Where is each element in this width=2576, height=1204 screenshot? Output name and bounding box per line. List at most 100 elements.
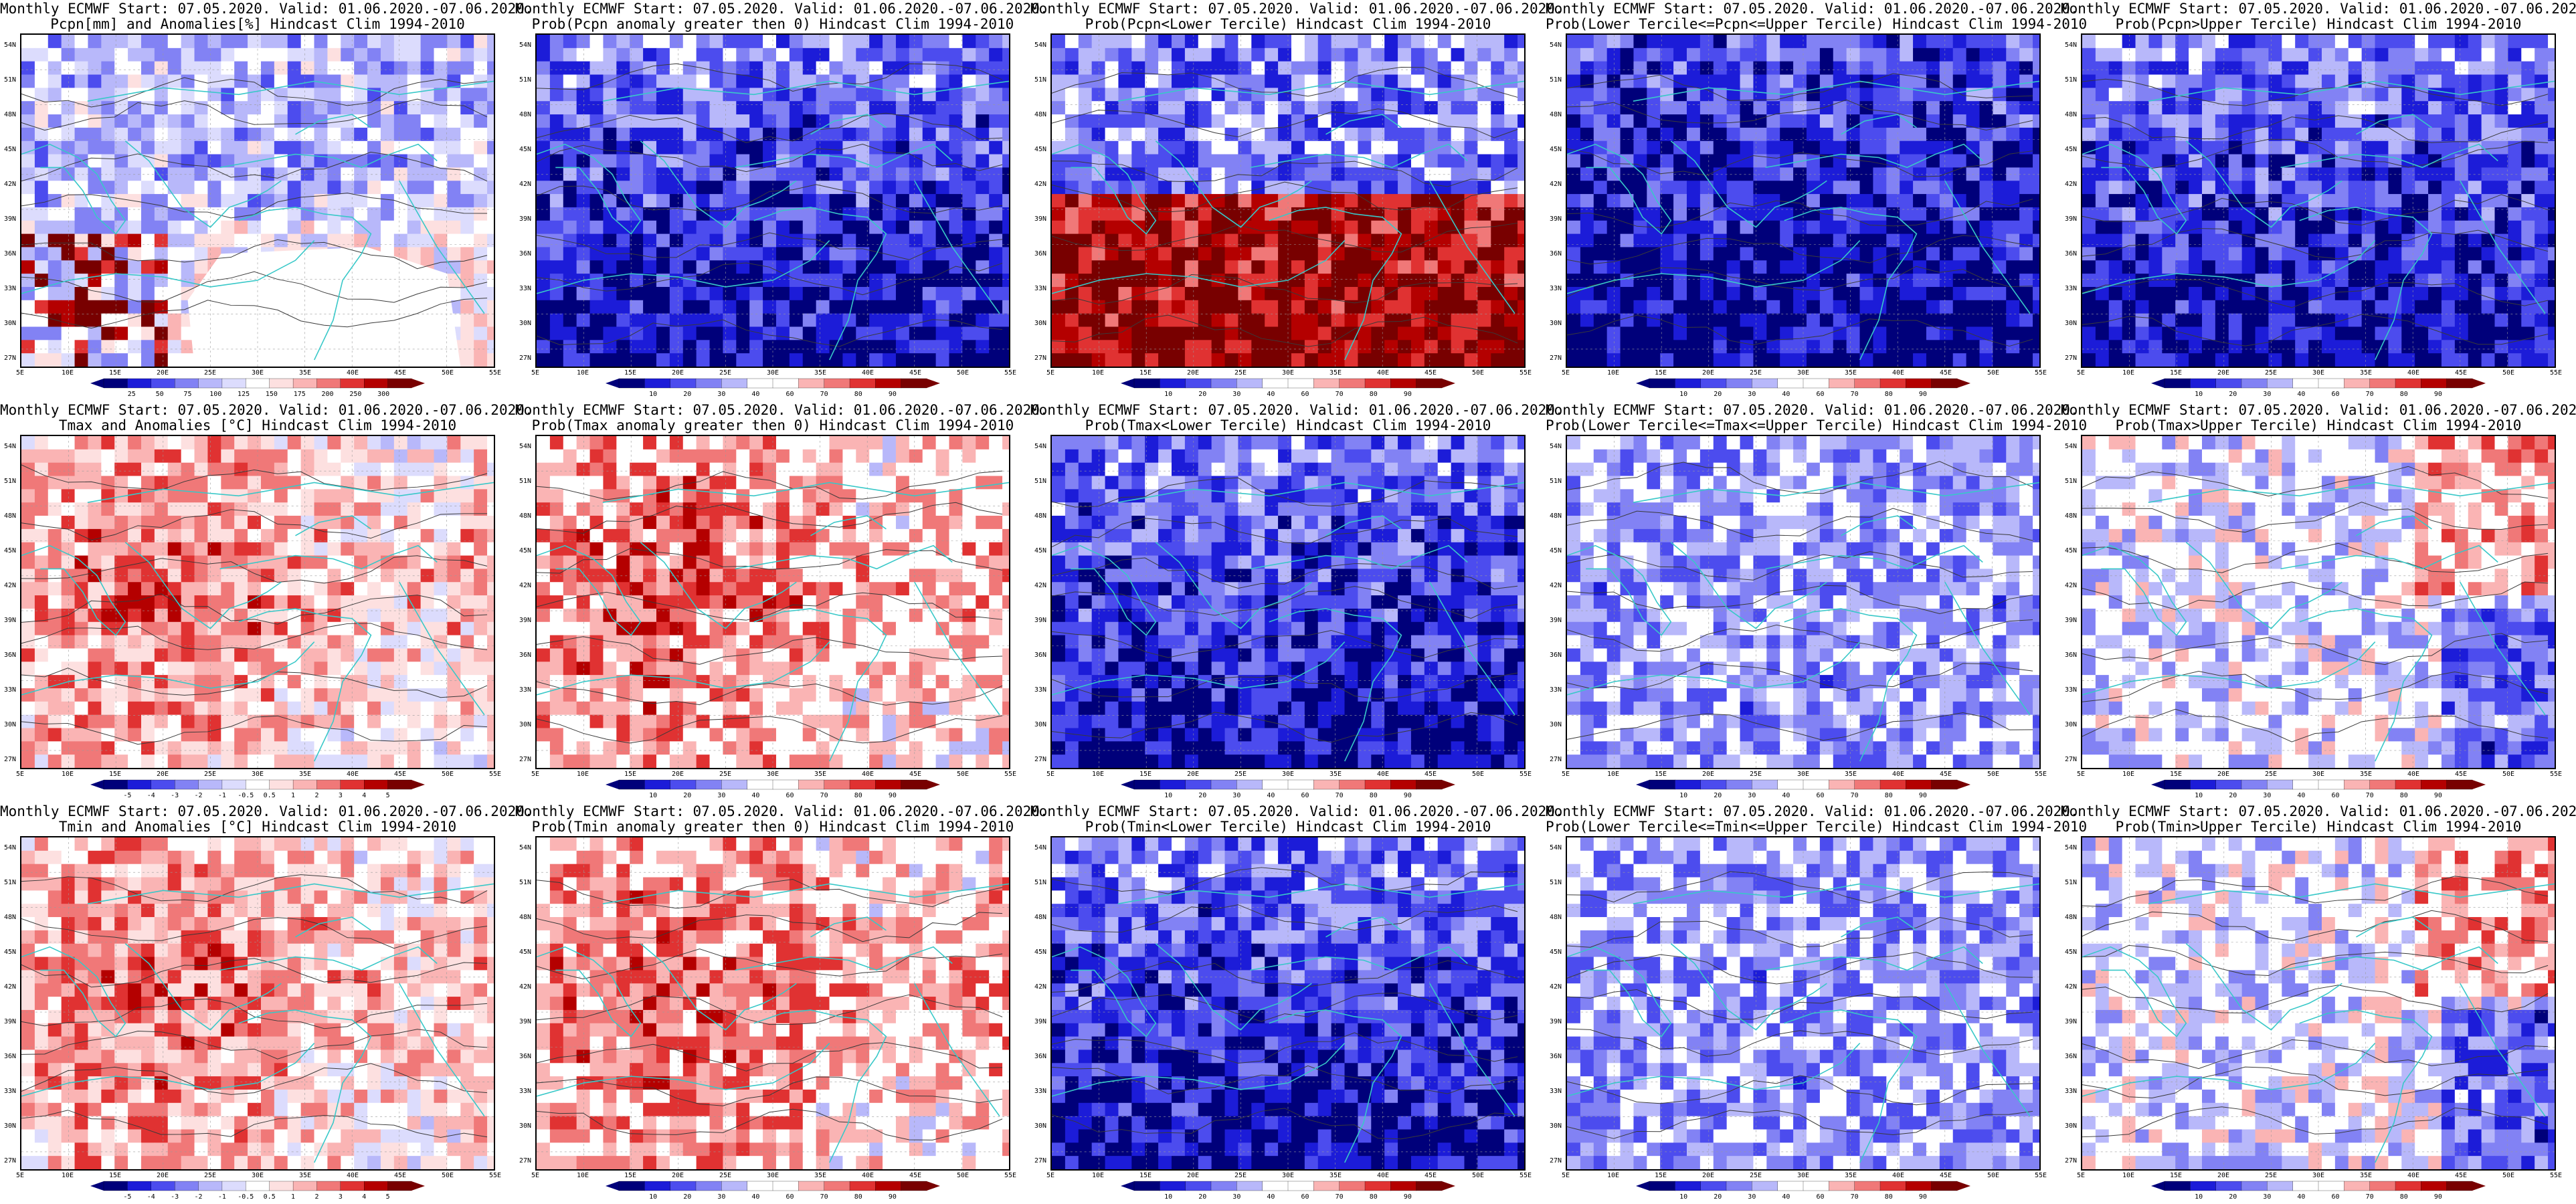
map-panel: Monthly ECMWF Start: 07.05.2020. Valid: … [1546, 401, 2087, 803]
panel-title-line-1: Monthly ECMWF Start: 07.05.2020. Valid: … [1546, 1, 2079, 17]
longitude-label: 45E [393, 369, 407, 377]
longitude-label: 30E [1797, 771, 1810, 778]
longitude-label: 55E [2034, 1172, 2047, 1179]
latitude-label: 42N [4, 582, 17, 589]
latitude-label: 54N [1034, 41, 1047, 49]
latitude-label: 36N [4, 651, 17, 659]
longitude-label: 55E [1519, 369, 1532, 377]
latitude-label: 42N [1034, 181, 1047, 188]
panel-title-line-1: Monthly ECMWF Start: 07.05.2020. Valid: … [1546, 803, 2079, 819]
colorbar-tick-label: 60 [2331, 391, 2340, 398]
latitude-label: 45N [1034, 948, 1047, 956]
map-plot [1050, 435, 1526, 769]
colorbar-tick-label: 20 [1714, 391, 1722, 398]
latitude-label: 51N [2065, 76, 2078, 84]
map-panel: Monthly ECMWF Start: 07.05.2020. Valid: … [2061, 401, 2576, 803]
longitude-label: 55E [1004, 771, 1017, 778]
longitude-label: 50E [1987, 369, 2000, 377]
longitude-label: 55E [2034, 369, 2047, 377]
latitude-label: 51N [1034, 478, 1047, 485]
longitude-label: 15E [1654, 1172, 1667, 1179]
longitude-label: 25E [1749, 1172, 1762, 1179]
latitude-label: 42N [519, 181, 532, 188]
longitude-label: 50E [1987, 771, 2000, 778]
longitude-label: 45E [1939, 771, 1952, 778]
longitude-label: 20E [1701, 369, 1715, 377]
longitude-label: 25E [719, 1172, 732, 1179]
latitude-label: 51N [1550, 76, 1562, 84]
longitude-label: 5E [531, 771, 540, 778]
panel-title-line-1: Monthly ECMWF Start: 07.05.2020. Valid: … [1030, 1, 1564, 17]
colorbar-tick-label: 70 [2365, 792, 2374, 799]
longitude-label: 5E [15, 369, 25, 377]
longitude-label: 15E [1139, 1172, 1152, 1179]
longitude-label: 5E [15, 771, 25, 778]
longitude-label: 35E [2359, 369, 2373, 377]
colorbar-tick-label: 30 [717, 792, 726, 799]
longitude-label: 25E [2264, 771, 2278, 778]
latitude-label: 27N [1550, 756, 1562, 763]
latitude-label: 54N [4, 41, 17, 49]
longitude-label: 40E [1376, 1172, 1390, 1179]
latitude-label: 33N [2065, 1088, 2078, 1095]
longitude-label: 55E [1519, 1172, 1532, 1179]
colorbar-tick-label: -3 [171, 1193, 179, 1201]
map-plot [20, 435, 495, 769]
map-panel: Monthly ECMWF Start: 07.05.2020. Valid: … [1030, 803, 1564, 1204]
panel-title-line-2: Prob(Tmin<Lower Tercile) Hindcast Clim 1… [1085, 819, 1491, 835]
colorbar-tick-label: -2 [194, 1193, 203, 1201]
latitude-label: 39N [1034, 617, 1047, 624]
latitude-label: 27N [4, 756, 17, 763]
latitude-label: 48N [1550, 111, 1562, 118]
longitude-label: 35E [298, 771, 312, 778]
longitude-label: 25E [2264, 369, 2278, 377]
colorbar-tick-label: 20 [1714, 1193, 1722, 1201]
latitude-label: 39N [4, 617, 17, 624]
colorbar-tick-label: 40 [1782, 1193, 1790, 1201]
longitude-label: 20E [1186, 369, 1200, 377]
latitude-label: 30N [4, 1122, 17, 1130]
latitude-label: 33N [4, 285, 17, 292]
latitude-label: 48N [519, 512, 532, 520]
longitude-label: 25E [203, 369, 217, 377]
latitude-label: 48N [519, 914, 532, 921]
latitude-label: 51N [1550, 879, 1562, 886]
longitude-label: 55E [488, 369, 502, 377]
colorbar-tick-label: 20 [1714, 792, 1722, 799]
colorbar-tick-label: 90 [1403, 1193, 1412, 1201]
colorbar-tick-label: 70 [820, 1193, 828, 1201]
colorbar-tick-label: 40 [1782, 792, 1790, 799]
longitude-label: 15E [1654, 369, 1667, 377]
colorbar-tick-label: 10 [1164, 792, 1173, 799]
latitude-label: 48N [1034, 111, 1047, 118]
colorbar-tick-label: 40 [751, 792, 760, 799]
latitude-label: 30N [1034, 1122, 1047, 1130]
latitude-label: 39N [4, 1018, 17, 1025]
colorbar-tick-label: 30 [717, 1193, 726, 1201]
colorbar-tick-label: 80 [854, 1193, 862, 1201]
latitude-label: 36N [2065, 250, 2078, 258]
longitude-label: 5E [1046, 771, 1055, 778]
latitude-label: 42N [1034, 582, 1047, 589]
colorbar-tick-label: 90 [2433, 1193, 2442, 1201]
map-plot [2081, 836, 2556, 1171]
colorbar-tick-label: 30 [2263, 1193, 2272, 1201]
latitude-label: 51N [4, 76, 17, 84]
longitude-label: 20E [671, 771, 684, 778]
longitude-label: 10E [1091, 369, 1105, 377]
longitude-label: 30E [766, 1172, 779, 1179]
longitude-label: 10E [576, 1172, 589, 1179]
longitude-label: 15E [108, 1172, 122, 1179]
latitude-label: 42N [1550, 582, 1562, 589]
colorbar-tick-label: 80 [2399, 391, 2408, 398]
panel-title-line-2: Pcpn[mm] and Anomalies[%] Hindcast Clim … [50, 16, 465, 32]
colorbar-tick-label: 60 [1301, 1193, 1309, 1201]
latitude-label: 48N [1550, 914, 1562, 921]
longitude-label: 45E [1424, 771, 1437, 778]
latitude-label: 39N [1034, 215, 1047, 223]
longitude-label: 55E [2034, 771, 2047, 778]
latitude-label: 36N [1034, 1053, 1047, 1060]
colorbar-tick-label: 70 [820, 391, 828, 398]
colorbar-tick-label: 10 [1679, 1193, 1688, 1201]
map-panel: Monthly ECMWF Start: 07.05.2020. Valid: … [1546, 0, 2087, 401]
